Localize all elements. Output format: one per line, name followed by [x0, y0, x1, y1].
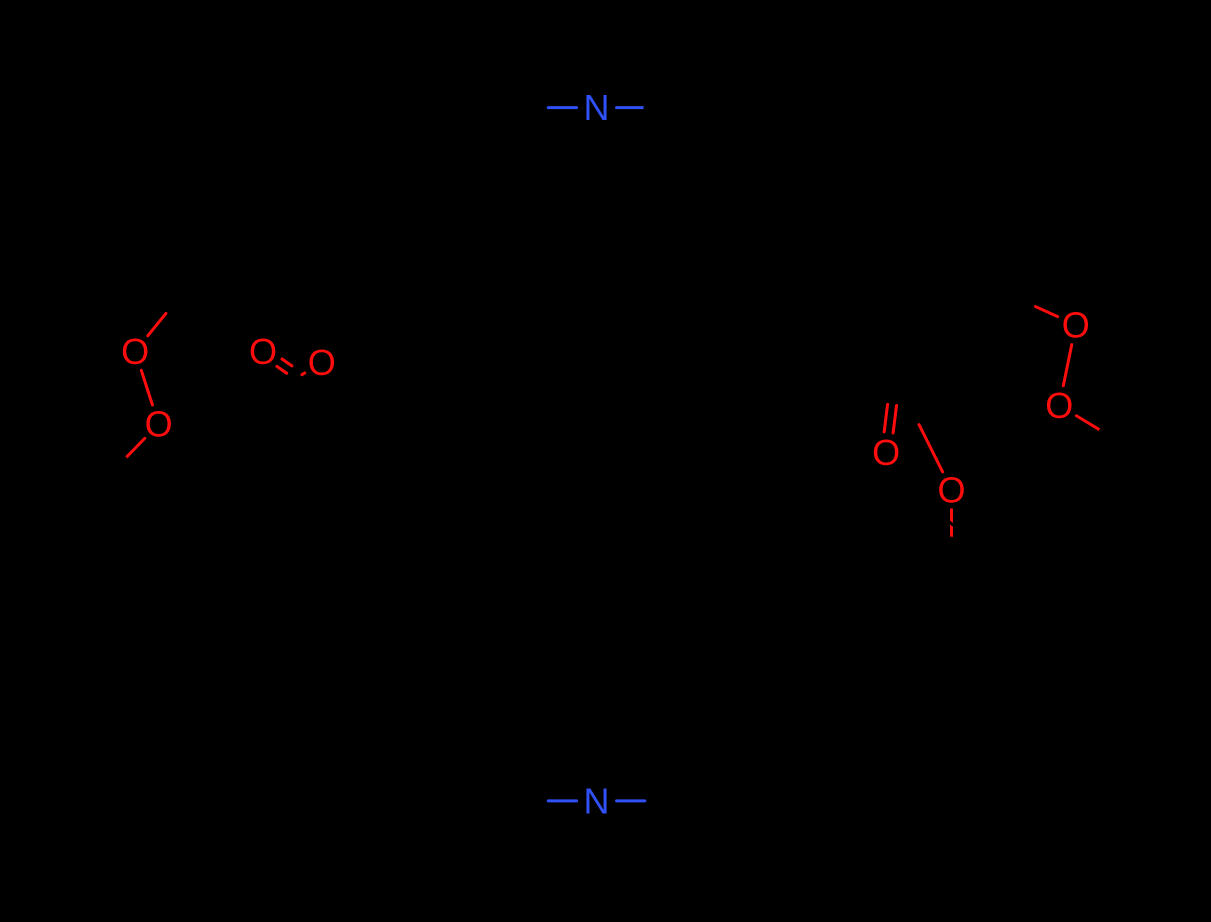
nitrogen-atom-label: N: [584, 780, 610, 821]
oxygen-atom-label: O: [872, 432, 900, 473]
oxygen-atom-label: O: [121, 331, 149, 372]
nitrogen-atom-label: N: [584, 87, 610, 128]
oxygen-atom-label: O: [1062, 305, 1090, 346]
oxygen-atom-label: O: [938, 469, 966, 510]
oxygen-atom-label: O: [145, 404, 173, 445]
oxygen-atom-label: O: [1045, 385, 1073, 426]
oxygen-atom-label: O: [249, 331, 277, 372]
chemical-structure: NOOOOOOOON: [0, 0, 1211, 922]
oxygen-atom-label: O: [308, 342, 336, 383]
